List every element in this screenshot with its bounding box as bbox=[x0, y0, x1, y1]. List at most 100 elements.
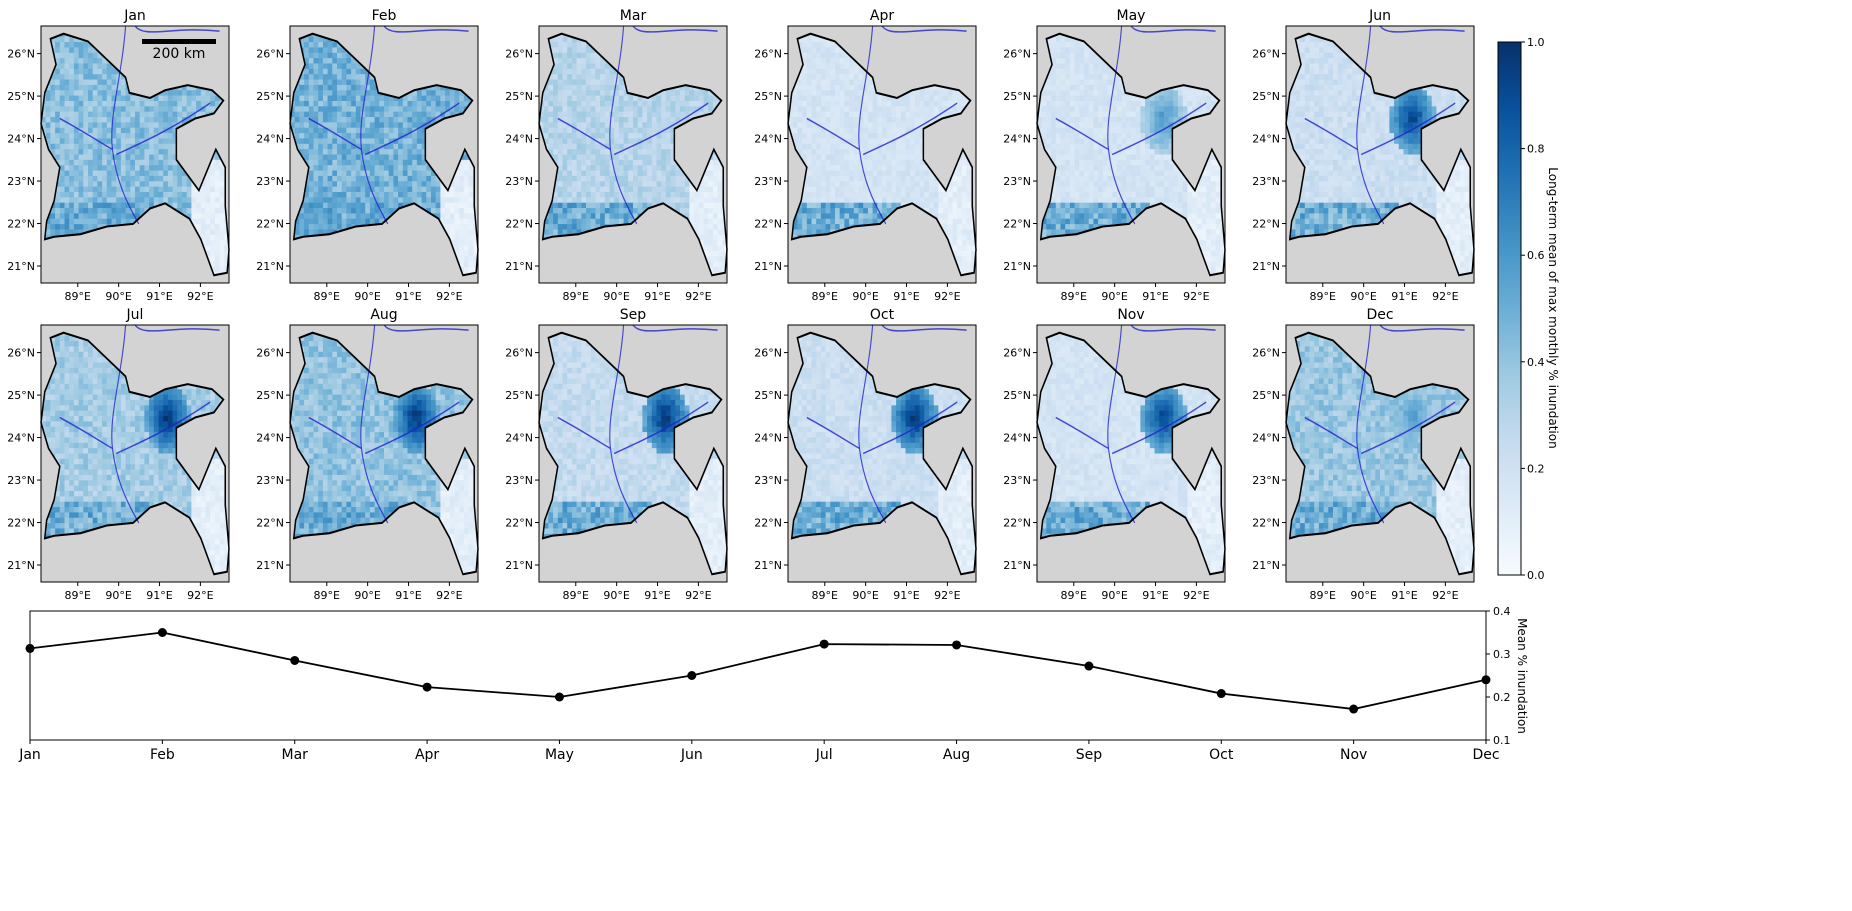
raster-cell bbox=[562, 197, 568, 204]
raster-cell bbox=[97, 181, 103, 188]
raster-cell bbox=[576, 58, 582, 64]
raster-cell bbox=[191, 186, 197, 193]
raster-cell bbox=[618, 90, 624, 97]
raster-cell bbox=[581, 63, 587, 70]
raster-cell bbox=[299, 117, 305, 123]
raster-cell bbox=[595, 111, 601, 118]
raster-cell bbox=[158, 154, 164, 161]
raster-cell bbox=[351, 63, 357, 70]
raster-cell bbox=[468, 175, 474, 182]
raster-cell bbox=[327, 191, 333, 198]
raster-cell bbox=[167, 138, 173, 145]
raster-cell bbox=[106, 197, 112, 204]
raster-cell bbox=[374, 122, 380, 129]
raster-cell bbox=[191, 213, 197, 220]
raster-cell bbox=[614, 170, 620, 177]
raster-cell bbox=[158, 111, 164, 118]
raster-cell bbox=[609, 165, 615, 172]
raster-cell bbox=[633, 138, 639, 145]
raster-cell bbox=[346, 181, 352, 188]
raster-cell bbox=[167, 133, 173, 139]
lon-tick-label: 90°E bbox=[105, 290, 131, 303]
raster-cell bbox=[360, 122, 366, 129]
raster-cell bbox=[374, 197, 380, 204]
raster-cell bbox=[50, 229, 56, 236]
raster-cell bbox=[576, 143, 582, 150]
raster-cell bbox=[73, 122, 79, 129]
raster-cell bbox=[586, 95, 592, 102]
raster-cell bbox=[318, 117, 324, 123]
raster-cell bbox=[299, 122, 305, 129]
raster-cell bbox=[351, 74, 357, 81]
raster-cell bbox=[97, 95, 103, 102]
raster-cell bbox=[445, 191, 451, 198]
raster-cell bbox=[299, 208, 305, 214]
raster-cell bbox=[332, 127, 338, 134]
raster-cell bbox=[595, 122, 601, 129]
raster-cell bbox=[571, 208, 577, 214]
raster-cell bbox=[304, 52, 310, 59]
raster-cell bbox=[412, 95, 418, 102]
raster-cell bbox=[604, 100, 610, 107]
raster-cell bbox=[412, 165, 418, 172]
raster-cell bbox=[308, 127, 314, 134]
raster-cell bbox=[313, 154, 319, 161]
raster-cell bbox=[604, 117, 610, 123]
raster-cell bbox=[341, 154, 347, 161]
raster-cell bbox=[618, 170, 624, 177]
raster-cell bbox=[576, 175, 582, 182]
raster-cell bbox=[69, 95, 75, 102]
raster-cell bbox=[313, 213, 319, 220]
raster-cell bbox=[116, 186, 122, 193]
raster-cell bbox=[379, 100, 385, 107]
raster-cell bbox=[294, 106, 300, 113]
raster-cell bbox=[426, 106, 432, 113]
raster-cell bbox=[459, 229, 465, 236]
raster-cell bbox=[73, 186, 79, 193]
raster-cell bbox=[459, 186, 465, 193]
raster-cell bbox=[130, 149, 136, 156]
raster-cell bbox=[553, 100, 559, 107]
raster-cell bbox=[642, 181, 648, 188]
raster-cell bbox=[567, 181, 573, 188]
raster-cell bbox=[562, 58, 568, 64]
raster-cell bbox=[313, 90, 319, 97]
raster-cell bbox=[45, 117, 51, 123]
raster-cell bbox=[308, 181, 314, 188]
raster-cell bbox=[78, 165, 84, 172]
raster-cell bbox=[374, 154, 380, 161]
raster-cell bbox=[600, 90, 606, 97]
raster-cell bbox=[449, 186, 455, 193]
raster-cell bbox=[341, 149, 347, 156]
raster-cell bbox=[341, 143, 347, 150]
raster-cell bbox=[304, 42, 310, 48]
raster-cell bbox=[308, 33, 314, 38]
raster-cell bbox=[341, 100, 347, 107]
raster-cell bbox=[92, 63, 98, 70]
raster-cell bbox=[609, 186, 615, 193]
raster-cell bbox=[623, 165, 629, 172]
raster-cell bbox=[426, 186, 432, 193]
panel-frame bbox=[40, 25, 230, 284]
raster-cell bbox=[139, 143, 145, 150]
raster-cell bbox=[374, 111, 380, 118]
raster-cell bbox=[351, 111, 357, 118]
raster-cell bbox=[365, 181, 371, 188]
raster-cell bbox=[111, 165, 117, 172]
raster-cell bbox=[332, 175, 338, 182]
raster-cell bbox=[92, 143, 98, 150]
raster-cell bbox=[369, 170, 375, 177]
raster-cell bbox=[435, 175, 441, 182]
raster-cell bbox=[327, 133, 333, 139]
raster-cell bbox=[604, 175, 610, 182]
raster-cell bbox=[416, 181, 422, 188]
raster-cell bbox=[106, 149, 112, 156]
raster-cell bbox=[604, 122, 610, 129]
lon-tick-label: 89°E bbox=[65, 290, 91, 303]
lat-tick-label: 24°N bbox=[7, 133, 35, 146]
raster-cell bbox=[445, 90, 451, 97]
raster-cell bbox=[64, 95, 70, 102]
raster-cell bbox=[595, 63, 601, 70]
raster-cell bbox=[609, 68, 615, 75]
raster-cell bbox=[116, 218, 122, 225]
